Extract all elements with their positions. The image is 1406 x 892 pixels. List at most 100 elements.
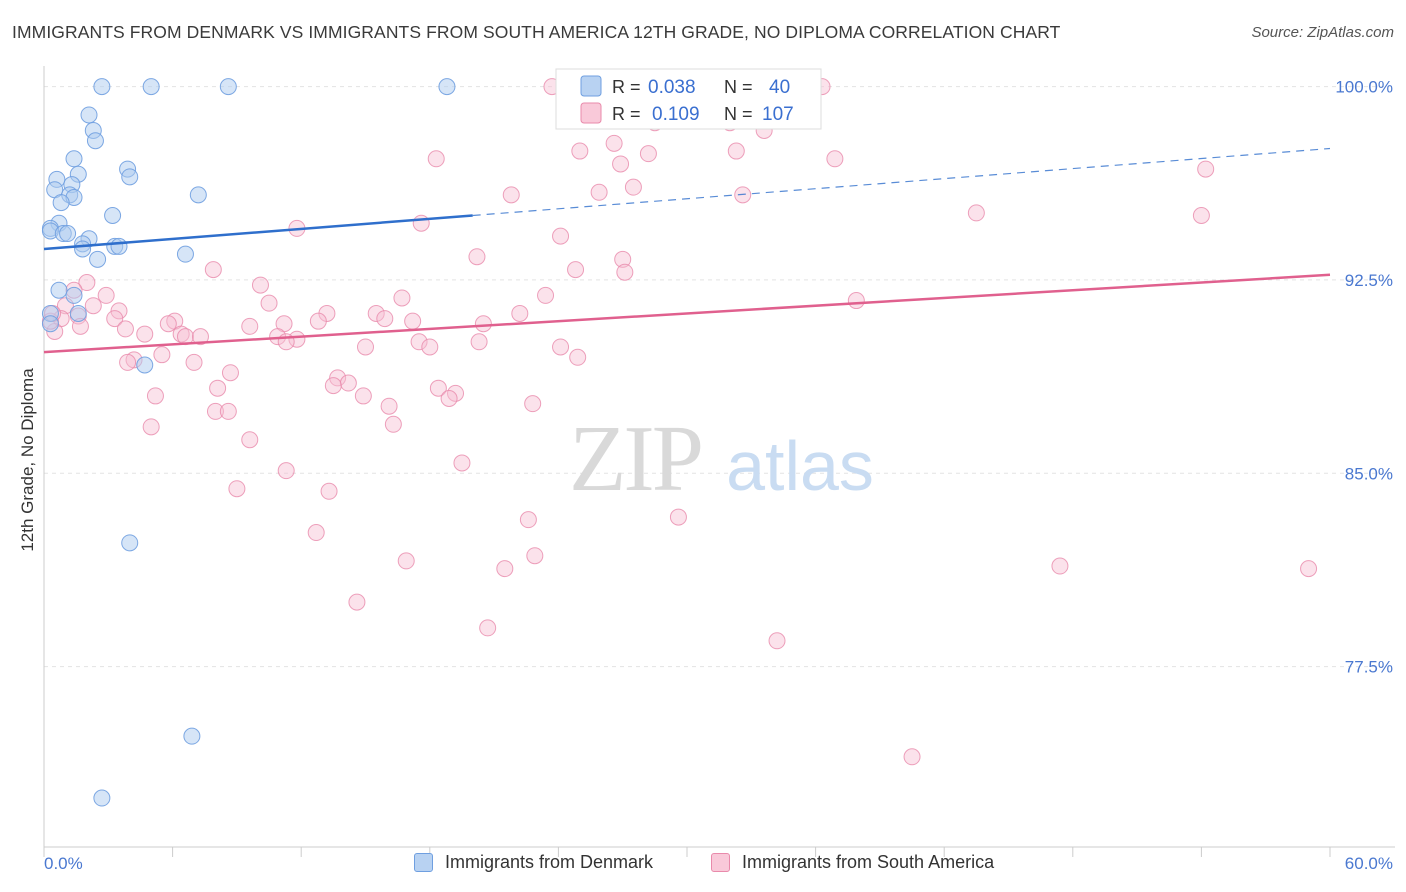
data-point-denmark bbox=[89, 250, 107, 268]
data-point-denmark bbox=[219, 78, 237, 96]
data-point-denmark bbox=[189, 186, 207, 204]
legend-item-south-america: Immigrants from South America bbox=[711, 852, 994, 873]
data-point-denmark bbox=[69, 304, 87, 322]
data-point-south-america bbox=[251, 276, 269, 294]
data-point-denmark bbox=[176, 245, 194, 263]
data-point-south-america bbox=[78, 274, 96, 292]
data-point-south-america bbox=[219, 402, 237, 420]
data-point-south-america bbox=[329, 369, 347, 387]
data-point-denmark bbox=[74, 240, 92, 258]
data-point-south-america bbox=[496, 560, 514, 578]
data-point-south-america bbox=[324, 377, 342, 395]
legend-swatch-south-america-bottom bbox=[711, 853, 730, 872]
legend-r-label-1: R = bbox=[612, 77, 641, 97]
data-point-south-america bbox=[288, 330, 306, 348]
series-south-america-points bbox=[41, 78, 1318, 766]
data-point-south-america bbox=[552, 338, 570, 356]
legend-n-label-1: N = bbox=[724, 77, 753, 97]
trend-line-south-america bbox=[43, 273, 1331, 354]
data-point-south-america bbox=[221, 364, 239, 382]
data-point-denmark bbox=[121, 168, 139, 186]
data-point-south-america bbox=[348, 593, 366, 611]
x-tick-label-min: 0.0% bbox=[44, 854, 83, 873]
series-legend: Immigrants from Denmark Immigrants from … bbox=[0, 852, 1406, 880]
data-point-south-america bbox=[502, 186, 520, 204]
data-point-south-america bbox=[1192, 206, 1210, 224]
data-point-south-america bbox=[354, 387, 372, 405]
data-point-denmark bbox=[65, 286, 83, 304]
legend-swatch-denmark bbox=[580, 75, 602, 97]
data-point-south-america bbox=[209, 379, 227, 397]
source-label: Source: ZipAtlas.com bbox=[1251, 24, 1394, 41]
y-tick-labels: 100.0% 92.5% 85.0% 77.5% bbox=[1335, 78, 1393, 677]
data-point-south-america bbox=[427, 150, 445, 168]
data-point-denmark bbox=[80, 106, 98, 124]
x-tick-label-max: 60.0% bbox=[1345, 854, 1393, 873]
data-point-denmark bbox=[110, 237, 128, 255]
y-tick-label: 85.0% bbox=[1345, 464, 1393, 483]
data-point-south-america bbox=[552, 227, 570, 245]
data-point-south-america bbox=[367, 304, 385, 322]
data-point-denmark bbox=[50, 281, 68, 299]
data-point-south-america bbox=[847, 292, 865, 310]
data-point-south-america bbox=[429, 379, 447, 397]
axes bbox=[43, 66, 1395, 857]
data-point-south-america bbox=[903, 748, 921, 766]
data-point-south-america bbox=[97, 286, 115, 304]
data-point-denmark bbox=[136, 356, 154, 374]
data-point-south-america bbox=[1051, 557, 1069, 575]
data-point-south-america bbox=[614, 250, 632, 268]
data-point-south-america bbox=[1197, 160, 1215, 178]
legend-item-denmark: Immigrants from Denmark bbox=[414, 852, 653, 873]
data-point-south-america bbox=[116, 320, 134, 338]
data-point-south-america bbox=[397, 552, 415, 570]
data-point-south-america bbox=[768, 632, 786, 650]
data-point-south-america bbox=[470, 333, 488, 351]
data-point-south-america bbox=[410, 333, 428, 351]
data-point-south-america bbox=[421, 338, 439, 356]
data-point-denmark bbox=[93, 78, 111, 96]
data-point-south-america bbox=[590, 183, 608, 201]
data-point-south-america bbox=[277, 462, 295, 480]
data-point-south-america bbox=[440, 390, 458, 408]
legend-swatch-denmark-bottom bbox=[414, 853, 433, 872]
data-point-south-america bbox=[511, 304, 529, 322]
data-point-denmark bbox=[52, 194, 70, 212]
data-point-south-america bbox=[453, 454, 471, 472]
legend-n-value-2: 107 bbox=[762, 104, 794, 125]
data-point-denmark bbox=[142, 78, 160, 96]
data-point-denmark bbox=[183, 727, 201, 745]
data-point-south-america bbox=[110, 302, 128, 320]
watermark-zip: ZIP bbox=[569, 407, 701, 511]
data-point-south-america bbox=[106, 310, 124, 328]
legend-r-value-1: 0.038 bbox=[648, 77, 696, 98]
data-point-south-america bbox=[153, 346, 171, 364]
data-point-denmark bbox=[121, 534, 139, 552]
data-point-south-america bbox=[468, 248, 486, 266]
data-point-south-america bbox=[204, 261, 222, 279]
data-point-denmark bbox=[438, 78, 456, 96]
watermark-atlas: atlas bbox=[726, 427, 874, 505]
data-point-south-america bbox=[569, 348, 587, 366]
data-point-south-america bbox=[479, 619, 497, 637]
trend-line-denmark-extension bbox=[472, 147, 1331, 217]
data-point-south-america bbox=[571, 142, 589, 160]
data-point-south-america bbox=[206, 402, 224, 420]
data-point-south-america bbox=[119, 353, 137, 371]
legend-r-value-2: 0.109 bbox=[652, 104, 700, 125]
data-point-south-america bbox=[339, 374, 357, 392]
trend-line-denmark bbox=[43, 214, 473, 251]
data-point-south-america bbox=[185, 353, 203, 371]
data-point-south-america bbox=[320, 482, 338, 500]
data-point-south-america bbox=[616, 263, 634, 281]
data-point-south-america bbox=[1300, 560, 1318, 578]
legend-label-south-america: Immigrants from South America bbox=[742, 852, 995, 872]
data-point-south-america bbox=[307, 524, 325, 542]
data-point-south-america bbox=[612, 155, 630, 173]
x-tick-labels: 0.0% 60.0% bbox=[44, 854, 1393, 873]
data-point-denmark bbox=[65, 150, 83, 168]
data-point-denmark bbox=[93, 789, 111, 807]
data-point-south-america bbox=[241, 317, 259, 335]
data-point-south-america bbox=[474, 315, 492, 333]
